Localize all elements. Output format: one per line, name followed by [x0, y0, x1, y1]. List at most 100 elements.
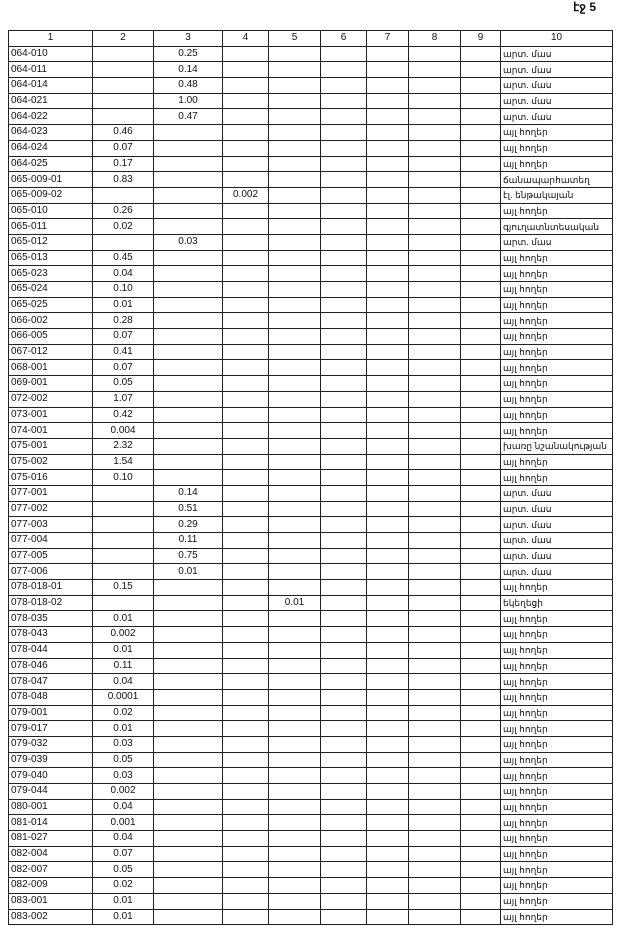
value-cell: [222, 516, 269, 533]
parcel-code-cell: 078-044: [8, 641, 93, 659]
value-cell: 0.48: [153, 77, 223, 94]
value-cell: [153, 296, 223, 314]
value-cell: [268, 61, 321, 79]
parcel-code-cell: 078-048: [8, 688, 93, 706]
land-use-cell: այլ հողեր: [500, 861, 613, 879]
parcel-code-cell: 064-011: [8, 61, 93, 79]
value-cell: [366, 312, 409, 330]
value-cell: [320, 641, 367, 659]
value-cell: [366, 155, 409, 173]
value-cell: [460, 359, 501, 377]
value-cell: [408, 328, 461, 345]
parcel-code-cell: 081-014: [8, 814, 93, 832]
value-cell: [320, 579, 367, 596]
value-cell: [408, 673, 461, 690]
land-use-cell: այլ հողեր: [500, 139, 613, 157]
value-cell: [366, 704, 409, 722]
value-cell: [153, 422, 223, 439]
value-cell: [320, 547, 367, 565]
table-row: 065-009-01 0.83 ճանապարհատեղ: [8, 171, 613, 188]
value-cell: [460, 500, 501, 518]
value-cell: [460, 877, 501, 894]
value-cell: [320, 657, 367, 675]
value-cell: [460, 579, 501, 596]
land-use-cell: այլ հողեր: [500, 281, 613, 298]
value-cell: [366, 108, 409, 126]
value-cell: [268, 532, 321, 549]
value-cell: [460, 92, 501, 110]
value-cell: [460, 673, 501, 690]
value-cell: [460, 202, 501, 220]
table-row: 078-047 0.04 այլ հողեր: [8, 673, 613, 690]
value-cell: [222, 814, 269, 832]
column-header: 1: [8, 30, 93, 47]
value-cell: [222, 469, 269, 486]
parcel-code-cell: 081-027: [8, 830, 93, 847]
value-cell: 0.01: [92, 892, 154, 910]
value-cell: [460, 124, 501, 141]
value-cell: 2.32: [92, 437, 154, 455]
table-row: 065-010 0.26 այլ հողեր: [8, 202, 613, 220]
value-cell: 1.00: [153, 92, 223, 110]
parcel-code-cell: 064-014: [8, 77, 93, 94]
value-cell: 1.54: [92, 453, 154, 471]
value-cell: [320, 783, 367, 800]
parcel-code-cell: 075-016: [8, 469, 93, 486]
value-cell: [366, 735, 409, 753]
value-cell: [320, 845, 367, 863]
value-cell: [320, 265, 367, 282]
parcel-code-cell: 074-001: [8, 422, 93, 439]
value-cell: 0.04: [92, 673, 154, 690]
value-cell: [408, 563, 461, 581]
value-cell: [320, 767, 367, 784]
land-use-cell: այլ հողեր: [500, 892, 613, 910]
value-cell: 0.01: [92, 610, 154, 628]
value-cell: [366, 892, 409, 910]
land-use-cell: արտ. մաս: [500, 233, 613, 251]
land-use-cell: այլ հողեր: [500, 202, 613, 220]
parcel-code-cell: 072-002: [8, 390, 93, 408]
value-cell: [222, 688, 269, 706]
value-cell: 0.14: [153, 61, 223, 79]
value-cell: [222, 108, 269, 126]
table-row: 079-044 0.002 այլ հողեր: [8, 783, 613, 800]
value-cell: [268, 845, 321, 863]
column-header: 7: [366, 30, 409, 47]
value-cell: 0.14: [153, 484, 223, 502]
value-cell: [320, 908, 367, 926]
value-cell: [320, 328, 367, 345]
table-row: 064-010 0.25 արտ. մաս: [8, 45, 613, 63]
value-cell: [268, 92, 321, 110]
table-row: 065-024 0.10 այլ հողեր: [8, 281, 613, 298]
value-cell: [153, 202, 223, 220]
value-cell: 0.51: [153, 500, 223, 518]
header-row: 1 2 3 4 5 6 7 8 9 10: [8, 30, 613, 47]
value-cell: 0.75: [153, 547, 223, 565]
table-row: 078-043 0.002 այլ հողեր: [8, 626, 613, 643]
value-cell: [222, 233, 269, 251]
value-cell: [408, 186, 461, 204]
table-row: 078-035 0.01 այլ հողեր: [8, 610, 613, 628]
value-cell: [222, 657, 269, 675]
land-use-cell: այլ հողեր: [500, 908, 613, 926]
value-cell: [408, 77, 461, 94]
parcel-code-cell: 079-001: [8, 704, 93, 722]
value-cell: [460, 641, 501, 659]
value-cell: [268, 390, 321, 408]
value-cell: [268, 328, 321, 345]
value-cell: [460, 296, 501, 314]
value-cell: [366, 171, 409, 188]
value-cell: [408, 422, 461, 439]
value-cell: [222, 406, 269, 424]
value-cell: [92, 186, 154, 204]
value-cell: [92, 45, 154, 63]
value-cell: [366, 202, 409, 220]
value-cell: [320, 532, 367, 549]
value-cell: [320, 704, 367, 722]
value-cell: [408, 610, 461, 628]
value-cell: 0.01: [92, 908, 154, 926]
value-cell: 0.03: [92, 767, 154, 784]
value-cell: [366, 437, 409, 455]
value-cell: [460, 783, 501, 800]
land-use-cell: էլ. ենթակայան: [500, 186, 613, 204]
